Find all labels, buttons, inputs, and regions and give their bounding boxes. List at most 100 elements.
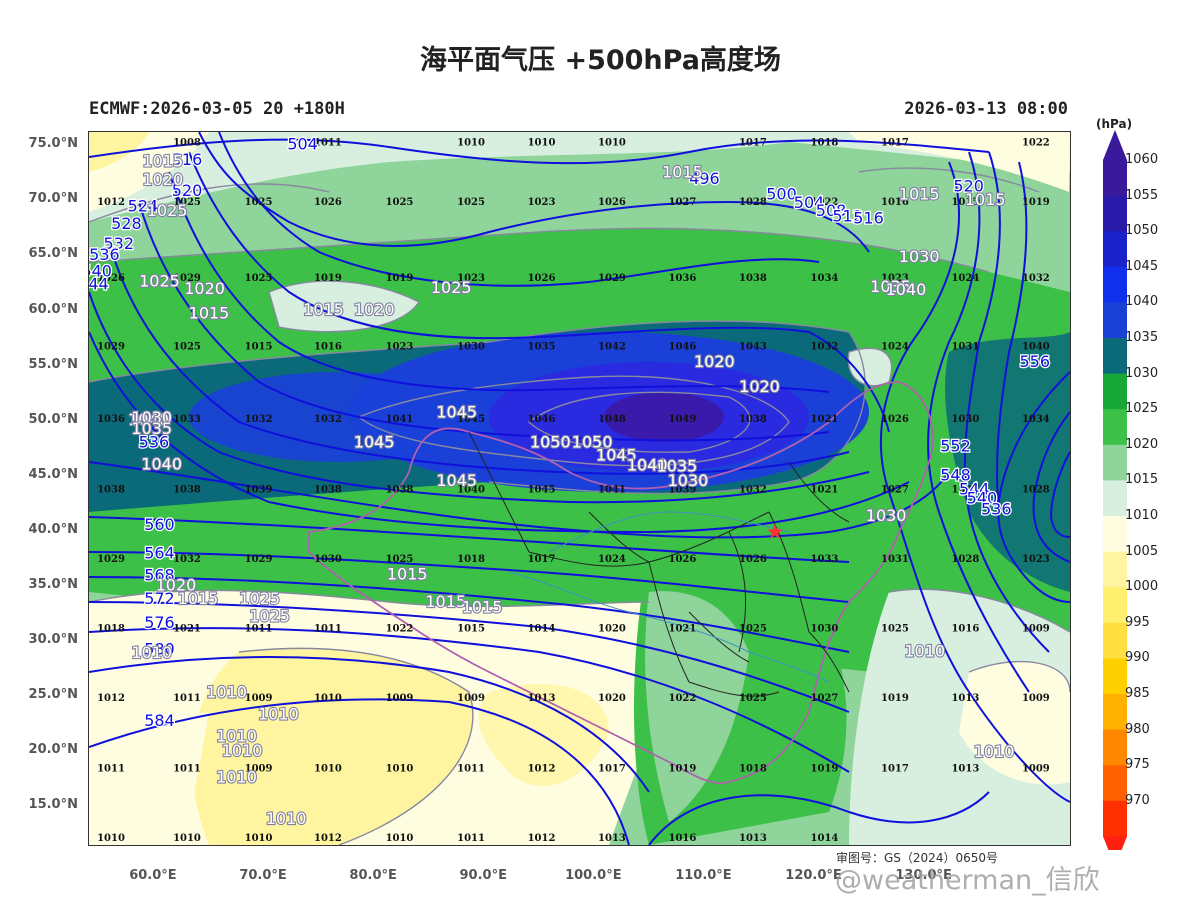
pressure-contour-label: 1010 <box>206 682 247 701</box>
colorbar-swatch <box>1103 302 1127 339</box>
pressure-contour-label: 1035 <box>657 457 698 476</box>
colorbar-level-label: 1035 <box>1125 330 1159 345</box>
colorbar-unit: (hPa) <box>1096 117 1133 131</box>
station-pressure-value: 1017 <box>881 138 909 149</box>
station-pressure-value: 1019 <box>669 763 697 774</box>
station-pressure-value: 1045 <box>528 485 556 496</box>
station-pressure-value: 1009 <box>1022 624 1050 635</box>
station-pressure-value: 1040 <box>457 485 485 496</box>
weather-map[interactable]: 1012 1025 1025 1026 1025 1025 1023 1026 1027 1028… <box>88 131 1071 846</box>
station-pressure-value: 1011 <box>97 763 125 774</box>
height-contour-labels: 5044965005045085125165205165205245285325… <box>89 133 1051 731</box>
colorbar-level-label: 1000 <box>1125 579 1159 595</box>
station-pressure-value: 1011 <box>314 624 342 635</box>
station-pressure-value: 1033 <box>811 554 839 565</box>
station-pressure-value: 1010 <box>386 763 414 774</box>
station-pressure-value: 1012 <box>528 833 556 844</box>
station-pressure-value: 1032 <box>739 485 767 496</box>
station-pressure-value: 1016 <box>951 624 979 635</box>
station-pressure-value: 1019 <box>1022 197 1050 208</box>
lat-tick-label: 70.0°N <box>28 191 78 207</box>
pressure-contour-label: 1015 <box>387 565 428 584</box>
pressure-contour-label: 1015 <box>303 300 344 319</box>
station-pressure-value: 1023 <box>386 341 414 352</box>
station-pressure-value: 1026 <box>739 554 767 565</box>
station-pressure-value: 1046 <box>669 341 697 352</box>
sea-level-pressure-contours <box>89 167 1070 845</box>
colorbar-level-label: 1025 <box>1125 401 1159 417</box>
lon-tick-label: 80.0°E <box>349 868 397 883</box>
station-pressure-value: 1032 <box>811 341 839 352</box>
pressure-contour-label: 1010 <box>974 742 1015 761</box>
colorbar-swatch <box>1103 160 1127 197</box>
station-pressure-value: 1022 <box>811 197 839 208</box>
station-pressure-value: 1025 <box>173 197 201 208</box>
station-pressure-value: 1010 <box>598 138 626 149</box>
station-pressure-value: 1009 <box>245 693 273 704</box>
colorbar-swatch <box>1103 373 1127 410</box>
station-pressure-value: 1024 <box>951 273 979 284</box>
height-contour-label: 536 <box>139 432 170 451</box>
station-pressure-value: 1022 <box>386 624 414 635</box>
beijing-star-icon <box>767 524 783 539</box>
station-pressure-value: 1018 <box>457 554 485 565</box>
pressure-contour-label: 1015 <box>965 190 1006 209</box>
pressure-contour-label: 1010 <box>216 767 257 786</box>
colorbar-swatch <box>1103 409 1127 446</box>
station-pressure-value: 1011 <box>457 833 485 844</box>
map-title: 海平面气压 +500hPa高度场 <box>420 45 781 76</box>
height-contour-label: 544 <box>89 275 109 294</box>
lon-tick-label: 100.0°E <box>565 868 622 883</box>
colorbar-level-label: 1055 <box>1125 187 1159 203</box>
station-pressure-value: 1025 <box>386 554 414 565</box>
station-pressure-value: 1032 <box>314 414 342 425</box>
station-pressure-value: 1013 <box>951 693 979 704</box>
pressure-contour-label: 1040 <box>627 455 668 474</box>
colorbar-level-label: 1045 <box>1125 258 1159 274</box>
pressure-contour-label: 1020 <box>739 377 780 396</box>
model-run-info: ECMWF:2026-03-05 20 +180H <box>89 99 345 119</box>
height-contour-label: 564 <box>144 544 175 563</box>
colorbar-level-label: 1020 <box>1125 436 1159 452</box>
station-pressure-value: 1011 <box>314 138 342 149</box>
station-pressure-value: 1045 <box>457 414 485 425</box>
station-pressure-value: 1023 <box>528 197 556 208</box>
geopotential-height-contours <box>89 132 1070 845</box>
height-contour-label: 516 <box>853 209 884 228</box>
station-pressure-value: 1039 <box>669 485 697 496</box>
station-pressure-value: 1014 <box>811 833 839 844</box>
colorbar-min-arrow <box>1103 836 1127 850</box>
height-contour-label: 496 <box>689 169 720 188</box>
station-pressure-value: 1011 <box>245 624 273 635</box>
station-pressure-value: 1039 <box>245 485 273 496</box>
pressure-contour-label: 1030 <box>131 408 172 427</box>
station-pressure-value: 1029 <box>97 341 125 352</box>
height-contour-label: 544 <box>959 480 990 499</box>
rivers <box>508 511 830 683</box>
pressure-contour-label: 1010 <box>222 741 263 760</box>
station-pressure-value: 1017 <box>598 763 626 774</box>
colorbar-swatch <box>1103 231 1127 268</box>
province-boundaries <box>468 431 850 697</box>
colorbar-swatch <box>1103 444 1127 481</box>
station-pressure-value: 1041 <box>386 414 414 425</box>
height-contour-label: 540 <box>89 261 112 280</box>
station-pressure-value: 1048 <box>598 414 626 425</box>
station-pressure-value: 1038 <box>173 485 201 496</box>
station-pressure-value: 1049 <box>669 414 697 425</box>
station-pressure-value: 1010 <box>314 693 342 704</box>
pressure-contour-label: 1025 <box>431 278 472 297</box>
pressure-contour-label: 1035 <box>131 419 172 438</box>
lat-tick-label: 55.0°N <box>28 356 78 372</box>
pressure-contour-label: 1020 <box>142 170 183 189</box>
pressure-contour-label: 1040 <box>141 454 182 473</box>
station-pressure-value: 1016 <box>881 197 909 208</box>
station-pressure-value: 1018 <box>97 624 125 635</box>
lon-tick-label: 60.0°E <box>129 868 177 883</box>
station-pressure-value: 1025 <box>457 197 485 208</box>
pressure-contour-label: 1015 <box>899 184 940 203</box>
station-pressure-value: 1026 <box>97 273 125 284</box>
station-pressure-value: 1013 <box>598 833 626 844</box>
height-contour-label: 528 <box>111 214 142 233</box>
pressure-contour-label: 1015 <box>462 598 503 617</box>
